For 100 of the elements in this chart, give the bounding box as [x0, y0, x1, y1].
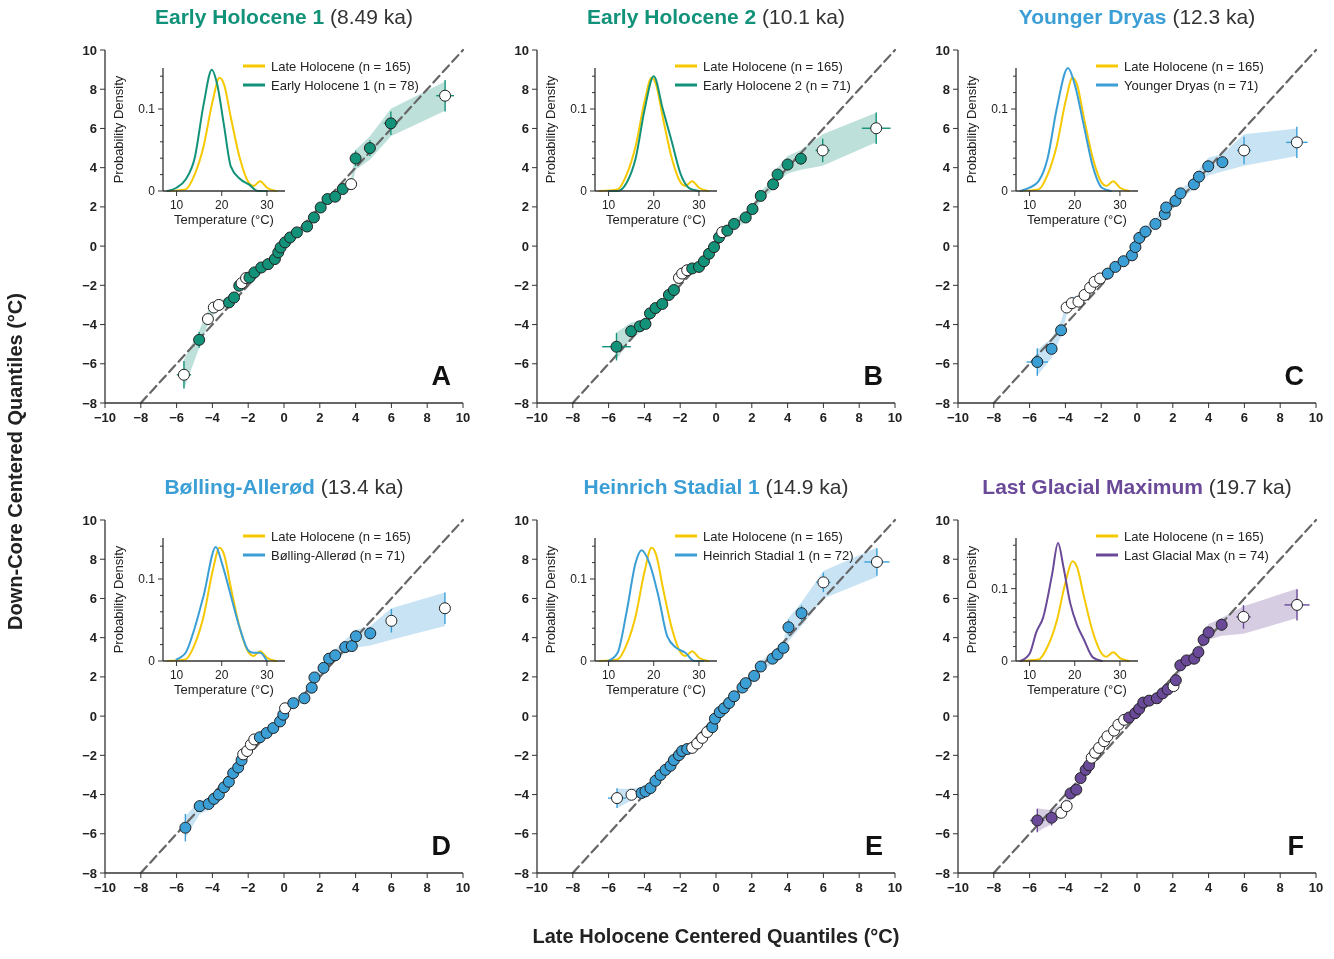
x-tick-label: −4 [636, 410, 653, 425]
x-tick-label: −6 [601, 880, 617, 895]
x-tick-label: 6 [819, 410, 828, 425]
legend-label: Early Holocene 2 (n = 71) [703, 77, 851, 93]
y-tick-label: 0 [521, 238, 529, 254]
x-tick-label: −2 [672, 410, 688, 425]
y-tick-label: 4 [521, 160, 530, 176]
y-tick-label: 8 [89, 551, 97, 567]
x-tick-label: 0 [712, 880, 720, 895]
y-tick-label: −8 [514, 865, 529, 881]
y-tick-label: 0.1 [570, 572, 588, 587]
x-tick-label: 6 [819, 880, 828, 895]
chart-subtitle: (8.49 ka) [324, 5, 413, 28]
legend-label: Early Holocene 1 (n = 78) [271, 77, 419, 93]
y-tick-label: 6 [942, 120, 950, 136]
y-tick-label: −8 [514, 395, 529, 411]
y-tick-label: 0.1 [991, 102, 1009, 117]
x-axis-title: Late Holocene Centered Quantiles (°C) [532, 925, 900, 947]
x-tick-label: 2 [316, 880, 324, 895]
x-tick-label: 20 [1068, 668, 1082, 682]
y-tick-label: −2 [935, 277, 950, 293]
x-axis-title: Temperature (°C) [1027, 212, 1127, 227]
legend-label: Younger Dryas (n = 71) [1124, 77, 1259, 93]
x-tick-label: −10 [93, 410, 117, 425]
x-tick-label: 0 [280, 410, 288, 425]
x-tick-label: 30 [692, 668, 706, 682]
x-tick-label: 30 [260, 198, 274, 212]
x-tick-label: 10 [455, 880, 471, 895]
annotation: B [863, 361, 883, 391]
legend-label: Late Holocene (n = 165) [703, 528, 843, 544]
legend-label: Late Holocene (n = 165) [271, 528, 411, 544]
y-axis-title: Probability Density [543, 75, 558, 184]
x-tick-label: 4 [1204, 410, 1213, 425]
x-tick-label: 30 [1113, 198, 1127, 212]
x-tick-label: −6 [169, 410, 185, 425]
x-tick-label: 10 [169, 668, 184, 682]
x-tick-label: 6 [387, 880, 396, 895]
y-tick-label: 8 [521, 81, 529, 97]
x-tick-label: −4 [204, 880, 221, 895]
y-axis-title: Down-Core Centered Quantiles (°C) [4, 293, 26, 630]
x-tick-label: 30 [260, 668, 274, 682]
y-tick-label: 0 [580, 184, 588, 199]
y-tick-label: 0 [580, 654, 588, 669]
y-tick-label: −8 [935, 865, 950, 881]
y-tick-label: −2 [935, 747, 950, 763]
x-tick-label: 20 [215, 668, 229, 682]
x-tick-label: −10 [93, 880, 117, 895]
legend-label: Late Holocene (n = 165) [1124, 58, 1264, 74]
x-tick-label: −4 [1057, 880, 1074, 895]
y-tick-label: −2 [514, 747, 529, 763]
x-tick-label: 4 [783, 880, 792, 895]
x-tick-label: 8 [855, 410, 863, 425]
y-tick-label: −2 [82, 277, 97, 293]
y-tick-label: 8 [521, 551, 529, 567]
annotation: C [1284, 361, 1304, 391]
y-tick-label: −4 [935, 317, 951, 333]
x-tick-label: −10 [525, 410, 549, 425]
y-tick-label: 0 [1001, 184, 1009, 199]
legend-label: Heinrich Stadial 1 (n = 72) [703, 547, 854, 563]
y-tick-label: 0 [148, 184, 156, 199]
y-axis-title: Probability Density [111, 75, 126, 184]
x-tick-label: 8 [423, 410, 431, 425]
y-tick-label: 4 [521, 630, 530, 646]
y-tick-label: −4 [514, 787, 530, 803]
x-tick-label: 30 [1113, 668, 1127, 682]
annotation: D [431, 831, 451, 861]
y-tick-label: −2 [514, 277, 529, 293]
y-tick-label: 0 [942, 238, 950, 254]
x-tick-label: 10 [601, 668, 616, 682]
y-tick-label: −8 [935, 395, 950, 411]
x-tick-label: 10 [887, 880, 903, 895]
legend-label: Late Holocene (n = 165) [1124, 528, 1264, 544]
chart-title: Heinrich Stadial 1 [583, 475, 761, 498]
legend-label: Late Holocene (n = 165) [703, 58, 843, 74]
x-tick-label: 2 [1169, 410, 1177, 425]
x-tick-label: −4 [636, 880, 653, 895]
x-tick-label: 8 [1276, 410, 1284, 425]
y-tick-label: 0.1 [570, 102, 588, 117]
x-tick-label: −2 [1093, 880, 1109, 895]
x-tick-label: 4 [783, 410, 792, 425]
x-tick-label: 10 [169, 198, 184, 212]
x-axis-title: Temperature (°C) [174, 682, 274, 697]
annotation: E [864, 831, 883, 861]
y-tick-label: 0.1 [138, 102, 156, 117]
x-tick-label: −6 [601, 410, 617, 425]
x-tick-label: 10 [601, 198, 616, 212]
y-tick-label: 4 [89, 630, 98, 646]
chart-subtitle: (12.3 ka) [1166, 5, 1256, 28]
chart-subtitle: (13.4 ka) [314, 475, 404, 498]
x-tick-label: 2 [748, 880, 756, 895]
y-tick-label: 6 [942, 590, 950, 606]
x-tick-label: 0 [1133, 880, 1141, 895]
chart-subtitle: (10.1 ka) [756, 5, 845, 28]
x-tick-label: −2 [1093, 410, 1109, 425]
y-tick-label: 10 [935, 42, 950, 58]
x-tick-label: 0 [280, 880, 288, 895]
x-tick-label: 8 [855, 880, 863, 895]
x-tick-label: 4 [351, 880, 360, 895]
y-tick-label: 0 [89, 238, 97, 254]
y-tick-label: −6 [82, 356, 97, 372]
